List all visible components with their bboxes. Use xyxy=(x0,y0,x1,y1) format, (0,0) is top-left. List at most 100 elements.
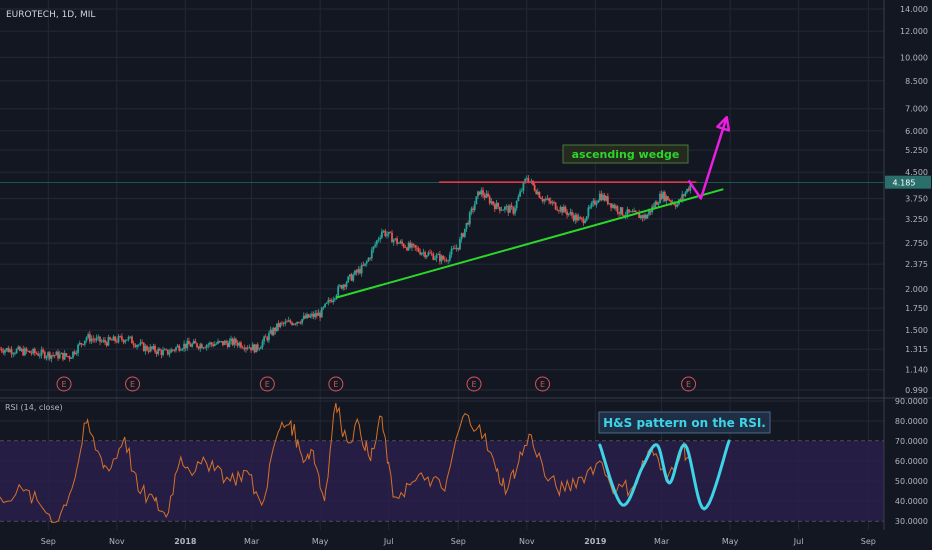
candle-body xyxy=(276,323,278,332)
candle-body xyxy=(30,352,33,354)
candle-body xyxy=(546,198,549,200)
candle-body xyxy=(192,341,195,344)
candle-body xyxy=(631,211,634,213)
wedge-annotation: ascending wedge xyxy=(562,144,689,164)
candle-body xyxy=(82,344,85,345)
candle-body xyxy=(512,207,515,214)
rsi-line xyxy=(0,402,693,523)
candle-body xyxy=(20,349,23,351)
candle-body xyxy=(628,209,630,213)
candle-body xyxy=(160,350,163,355)
candle-body xyxy=(590,203,593,208)
candle-body xyxy=(199,344,202,349)
candle-body xyxy=(309,315,312,318)
candle-body xyxy=(369,258,372,259)
candle-body xyxy=(530,180,533,182)
candle-body xyxy=(668,200,671,201)
candle-body xyxy=(490,201,493,204)
candle-body xyxy=(603,194,606,201)
candle-body xyxy=(478,191,481,195)
candle-body xyxy=(325,302,328,304)
candle-body xyxy=(119,336,122,337)
candle-body xyxy=(65,353,68,357)
candle-body xyxy=(205,345,208,348)
earnings-marker-label: E xyxy=(333,380,338,389)
candle-body xyxy=(498,207,501,211)
candle-body xyxy=(104,340,106,343)
candle-body xyxy=(186,340,189,349)
candle-body xyxy=(179,349,182,351)
candle-body xyxy=(572,215,575,221)
candle-body xyxy=(95,337,98,341)
candle-body xyxy=(618,212,620,214)
candle-body xyxy=(301,319,304,324)
candle-body xyxy=(360,264,363,274)
time-axis: Sep Nov 2018 Mar May Jul Sep Nov 2019 Mar May Jul Se… xyxy=(41,537,876,546)
candle-body xyxy=(442,255,445,260)
candle-body xyxy=(362,264,365,266)
candle-body xyxy=(681,194,684,201)
candle-body xyxy=(75,353,78,355)
candle-body xyxy=(240,342,242,348)
candle-body xyxy=(592,200,595,204)
earnings-marker-circle xyxy=(466,376,482,392)
candle-body xyxy=(132,343,135,346)
candle-body xyxy=(319,312,322,318)
candle-body xyxy=(170,349,173,353)
candle-body xyxy=(364,263,366,266)
candle-body xyxy=(80,342,83,345)
candle-body xyxy=(127,336,130,340)
candle-body xyxy=(561,206,564,213)
candle-body xyxy=(292,323,295,325)
candle-body xyxy=(430,253,433,255)
candle-body xyxy=(58,354,61,359)
time-tick-label: Sep xyxy=(451,537,466,546)
candle-body xyxy=(644,214,647,219)
earnings-marker-label: E xyxy=(265,380,270,389)
candle-body xyxy=(487,193,489,197)
rsi-annotation-box xyxy=(598,411,771,434)
candle-body xyxy=(394,238,397,240)
candle-body xyxy=(399,241,402,244)
candle-body xyxy=(454,248,456,250)
candle-body xyxy=(260,347,262,349)
candle-body xyxy=(173,349,176,351)
candle-body xyxy=(417,248,420,252)
candle-body xyxy=(684,192,687,196)
candle-body xyxy=(166,349,169,355)
last-price-tag: 4.185 xyxy=(885,175,931,189)
candle-body xyxy=(126,339,128,341)
candle-body xyxy=(510,205,513,208)
time-tick-label: Mar xyxy=(654,537,670,546)
candle-body xyxy=(72,351,74,358)
candle-body xyxy=(585,216,588,221)
candle-body xyxy=(624,215,627,216)
candle-body xyxy=(97,336,100,338)
candle-body xyxy=(574,214,577,221)
candle-body xyxy=(412,243,415,246)
candle-body xyxy=(587,207,590,217)
candle-body xyxy=(253,344,256,353)
candle-body xyxy=(382,230,385,232)
candle-body xyxy=(649,210,652,213)
candle-body xyxy=(337,286,340,296)
candle-body xyxy=(266,337,269,341)
candle-body xyxy=(370,249,373,259)
candle-body xyxy=(178,345,181,351)
candle-body xyxy=(679,199,682,201)
rsi-band xyxy=(0,441,884,521)
time-tick-label: Jul xyxy=(793,537,804,546)
candle-body xyxy=(4,350,6,353)
candle-body xyxy=(155,351,158,354)
candle-body xyxy=(332,299,335,303)
candle-body xyxy=(40,349,43,356)
candle-body xyxy=(562,206,565,213)
time-tick-label: Sep xyxy=(41,537,56,546)
support-line xyxy=(335,188,724,299)
candle-body xyxy=(12,353,15,355)
candle-body xyxy=(258,348,261,350)
candle-body xyxy=(215,343,218,345)
candle-body xyxy=(110,339,113,341)
candle-body xyxy=(541,199,544,202)
candle-body xyxy=(493,204,496,210)
